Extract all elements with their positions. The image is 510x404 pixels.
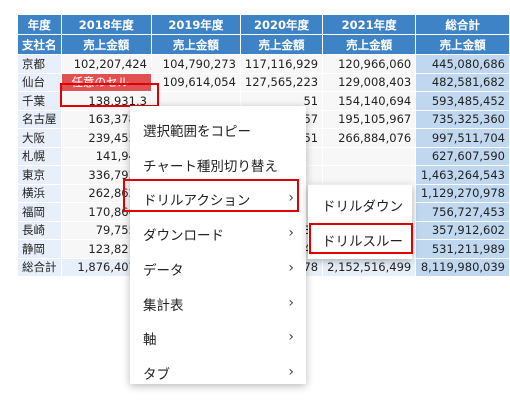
row-total-cell[interactable]: 357,912,602 bbox=[415, 220, 510, 240]
drill-action-item[interactable]: ドリルアクション › bbox=[130, 182, 306, 216]
axis-item[interactable]: 軸 › bbox=[130, 321, 306, 355]
chevron-right-icon: › bbox=[288, 329, 294, 346]
chevron-right-icon: › bbox=[288, 190, 294, 207]
sales-cell[interactable]: 2,152,516,499 bbox=[322, 257, 417, 277]
row-total-cell[interactable]: 445,080,686 bbox=[415, 54, 510, 74]
table-row: 仙台 任意のセル 109,614,054 127,565,223 129,008,403… bbox=[17, 72, 510, 92]
chevron-right-icon: › bbox=[288, 363, 294, 380]
menu-item-label: データ bbox=[143, 262, 184, 279]
row-total-cell[interactable]: 627,607,590 bbox=[415, 146, 510, 166]
sales-cell[interactable]: 239,455,9 bbox=[60, 128, 152, 148]
sales-cell[interactable] bbox=[150, 91, 241, 111]
column-header[interactable]: 2019年度 bbox=[150, 14, 241, 35]
row-total-cell[interactable]: 8,119,980,039 bbox=[415, 257, 510, 277]
column-header[interactable]: 支社名 bbox=[17, 34, 62, 55]
sales-cell[interactable]: 1,876,407,6 bbox=[60, 257, 152, 277]
branch-name-cell[interactable]: 福岡 bbox=[17, 202, 62, 222]
selected-cell[interactable]: 任意のセル bbox=[60, 72, 152, 92]
sales-cell[interactable]: 120,966,060 bbox=[322, 54, 417, 74]
drill-action-highlight bbox=[123, 179, 299, 212]
menu-item-label: ダウンロード bbox=[143, 228, 224, 245]
menu-item-label: 選択範囲をコピー bbox=[143, 124, 251, 140]
branch-name-cell[interactable]: 京都 bbox=[17, 54, 62, 74]
row-total-cell[interactable]: 593,485,452 bbox=[415, 91, 510, 111]
row-total-cell[interactable]: 482,581,682 bbox=[415, 72, 510, 92]
branch-name-cell[interactable]: 東京 bbox=[17, 165, 62, 185]
sales-cell[interactable]: 195,105,967 bbox=[322, 109, 417, 129]
year-header-row: 年度 2018年度 2019年度 2020年度 2021年度 総合計 bbox=[17, 14, 510, 35]
download-item[interactable]: ダウンロード › bbox=[130, 217, 306, 251]
drill-through-item[interactable]: ドリルスルー bbox=[308, 223, 412, 257]
sales-cell[interactable] bbox=[322, 146, 417, 166]
column-header[interactable]: 売上金額 bbox=[239, 34, 324, 55]
sales-cell[interactable]: 127,565,223 bbox=[239, 72, 324, 92]
column-header[interactable]: 2020年度 bbox=[239, 14, 324, 35]
menu-item-label: タブ bbox=[143, 366, 170, 383]
branch-name-cell[interactable]: 名古屋 bbox=[17, 109, 62, 129]
sales-cell[interactable]: 102,207,424 bbox=[60, 54, 152, 74]
column-header[interactable]: 総合計 bbox=[415, 14, 510, 35]
sales-cell[interactable]: 163,378,3 bbox=[60, 109, 152, 129]
sales-cell[interactable]: 51 bbox=[239, 91, 324, 111]
column-header[interactable]: 売上金額 bbox=[415, 34, 510, 55]
row-total-cell[interactable]: 1,129,270,978 bbox=[415, 183, 510, 203]
branch-name-cell[interactable]: 千葉 bbox=[17, 91, 62, 111]
chevron-right-icon: › bbox=[288, 225, 294, 242]
data-item[interactable]: データ › bbox=[130, 252, 306, 286]
table-row: 京都 102,207,424 104,790,273 117,116,929 120,9… bbox=[17, 54, 510, 74]
sales-cell[interactable] bbox=[322, 165, 417, 185]
column-header[interactable]: 年度 bbox=[17, 14, 62, 35]
sales-cell[interactable]: 104,790,273 bbox=[150, 54, 241, 74]
measure-header-row: 支社名 売上金額 売上金額 売上金額 売上金額 売上金額 bbox=[17, 34, 510, 55]
menu-item-label: チャート種別切り替え bbox=[143, 158, 278, 175]
drill-down-item[interactable]: ドリルダウン bbox=[308, 188, 412, 222]
sales-cell[interactable]: 109,614,054 bbox=[150, 72, 241, 92]
submenu-item-label: ドリルダウン bbox=[322, 199, 403, 215]
column-header[interactable]: 2021年度 bbox=[322, 14, 417, 35]
column-header[interactable]: 2018年度 bbox=[60, 14, 152, 35]
sales-cell[interactable]: 154,140,694 bbox=[322, 91, 417, 111]
drill-action-submenu: ドリルダウン ドリルスルー bbox=[308, 185, 412, 259]
row-total-cell[interactable]: 997,511,704 bbox=[415, 128, 510, 148]
branch-name-cell[interactable]: 大阪 bbox=[17, 128, 62, 148]
menu-item-label: 集計表 bbox=[143, 297, 184, 314]
sales-cell[interactable]: 266,884,076 bbox=[322, 128, 417, 148]
switch-chart-type-item[interactable]: チャート種別切り替え bbox=[130, 148, 306, 182]
menu-item-label: 軸 bbox=[143, 332, 157, 349]
selected-cell-highlight bbox=[60, 83, 159, 107]
branch-name-cell[interactable]: 総合計 bbox=[17, 257, 62, 277]
branch-name-cell[interactable]: 静岡 bbox=[17, 239, 62, 259]
row-total-cell[interactable]: 531,211,989 bbox=[415, 239, 510, 259]
column-header[interactable]: 売上金額 bbox=[60, 34, 152, 55]
column-header[interactable]: 売上金額 bbox=[150, 34, 241, 55]
sales-cell[interactable]: 129,008,403 bbox=[322, 72, 417, 92]
submenu-item-label: ドリルスルー bbox=[322, 234, 403, 250]
row-total-cell[interactable]: 735,325,360 bbox=[415, 109, 510, 129]
column-header[interactable]: 売上金額 bbox=[322, 34, 417, 55]
branch-name-cell[interactable]: 仙台 bbox=[17, 72, 62, 92]
context-menu: 選択範囲をコピー チャート種別切り替え ドリルアクション › ダウンロード › データ › 集計… bbox=[130, 106, 306, 384]
chevron-right-icon: › bbox=[288, 294, 294, 311]
row-total-cell[interactable]: 756,727,453 bbox=[415, 202, 510, 222]
sales-cell[interactable]: 117,116,929 bbox=[239, 54, 324, 74]
menu-item-label: ドリルアクション bbox=[143, 193, 251, 210]
branch-name-cell[interactable]: 札幌 bbox=[17, 146, 62, 166]
row-total-cell[interactable]: 1,463,264,543 bbox=[415, 165, 510, 185]
branch-name-cell[interactable]: 長崎 bbox=[17, 220, 62, 240]
branch-name-cell[interactable]: 横浜 bbox=[17, 183, 62, 203]
copy-selection-item[interactable]: 選択範囲をコピー bbox=[130, 113, 306, 147]
tab-item[interactable]: タブ › bbox=[130, 356, 306, 390]
pivot-table-item[interactable]: 集計表 › bbox=[130, 287, 306, 321]
chevron-right-icon: › bbox=[288, 259, 294, 276]
drill-through-highlight bbox=[309, 223, 413, 254]
table-row: 千葉 138,931,3 51 154,140,694 593,485,452 bbox=[17, 91, 510, 111]
